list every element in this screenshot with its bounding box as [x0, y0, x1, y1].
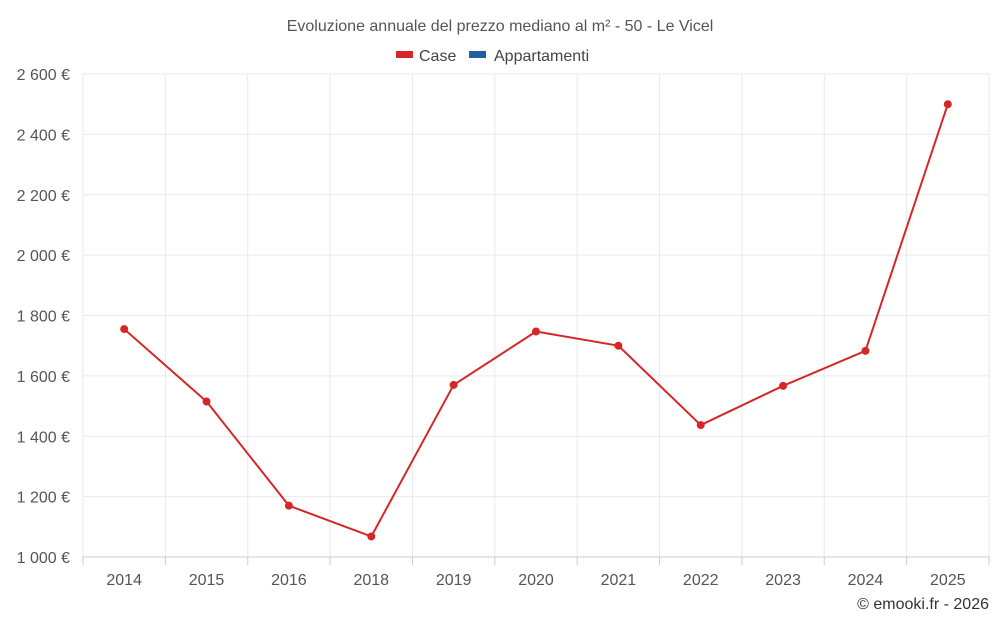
- x-tick-label: 2018: [353, 572, 389, 589]
- x-tick-label: 2021: [601, 572, 637, 589]
- x-tick-label: 2024: [848, 572, 884, 589]
- x-tick-label: 2015: [189, 572, 225, 589]
- data-point[interactable]: [367, 532, 376, 541]
- x-tick-label: 2014: [106, 572, 142, 589]
- legend-swatch-appartamenti: [469, 51, 486, 58]
- data-point[interactable]: [284, 501, 293, 510]
- y-tick-label: 2 600 €: [17, 67, 70, 84]
- legend-item-case[interactable]: Case: [396, 48, 456, 65]
- series-layer: [120, 100, 952, 541]
- y-tick-label: 1 400 €: [17, 429, 70, 446]
- y-tick-label: 2 200 €: [17, 188, 70, 205]
- data-point[interactable]: [449, 380, 458, 389]
- x-tick-label: 2023: [765, 572, 801, 589]
- data-point[interactable]: [696, 421, 705, 430]
- y-tick-label: 1 600 €: [17, 369, 70, 386]
- y-tick-label: 1 800 €: [17, 309, 70, 326]
- data-point[interactable]: [943, 100, 952, 109]
- y-tick-label: 2 400 €: [17, 127, 70, 144]
- x-tick-label: 2025: [930, 572, 966, 589]
- grid-layer: [82, 73, 990, 557]
- data-point[interactable]: [202, 397, 211, 406]
- x-tick-label: 2019: [436, 572, 472, 589]
- legend-label-appartamenti: Appartamenti: [494, 48, 589, 65]
- data-point[interactable]: [779, 381, 788, 390]
- data-point[interactable]: [120, 325, 129, 334]
- x-tick-label: 2020: [518, 572, 554, 589]
- y-tick-label: 1 200 €: [17, 490, 70, 507]
- chart-title: Evoluzione annuale del prezzo mediano al…: [287, 18, 714, 35]
- x-tick-label: 2016: [271, 572, 307, 589]
- legend-item-appartamenti[interactable]: Appartamenti: [469, 48, 589, 65]
- data-point[interactable]: [532, 327, 540, 336]
- x-tick-label: 2022: [683, 572, 719, 589]
- axis-layer: 1 000 € 1 200 € 1 400 € 1 600 € 1 800 € 2 000…: [17, 67, 990, 589]
- y-tick-label: 1 000 €: [17, 550, 70, 567]
- y-tick-label: 2 000 €: [17, 248, 70, 265]
- data-point[interactable]: [614, 341, 623, 350]
- legend-swatch-case: [396, 51, 413, 58]
- legend: Case Appartamenti: [396, 48, 589, 65]
- data-point[interactable]: [861, 346, 870, 355]
- legend-label-case: Case: [419, 48, 456, 65]
- credit-text: © emooki.fr - 2026: [857, 596, 989, 613]
